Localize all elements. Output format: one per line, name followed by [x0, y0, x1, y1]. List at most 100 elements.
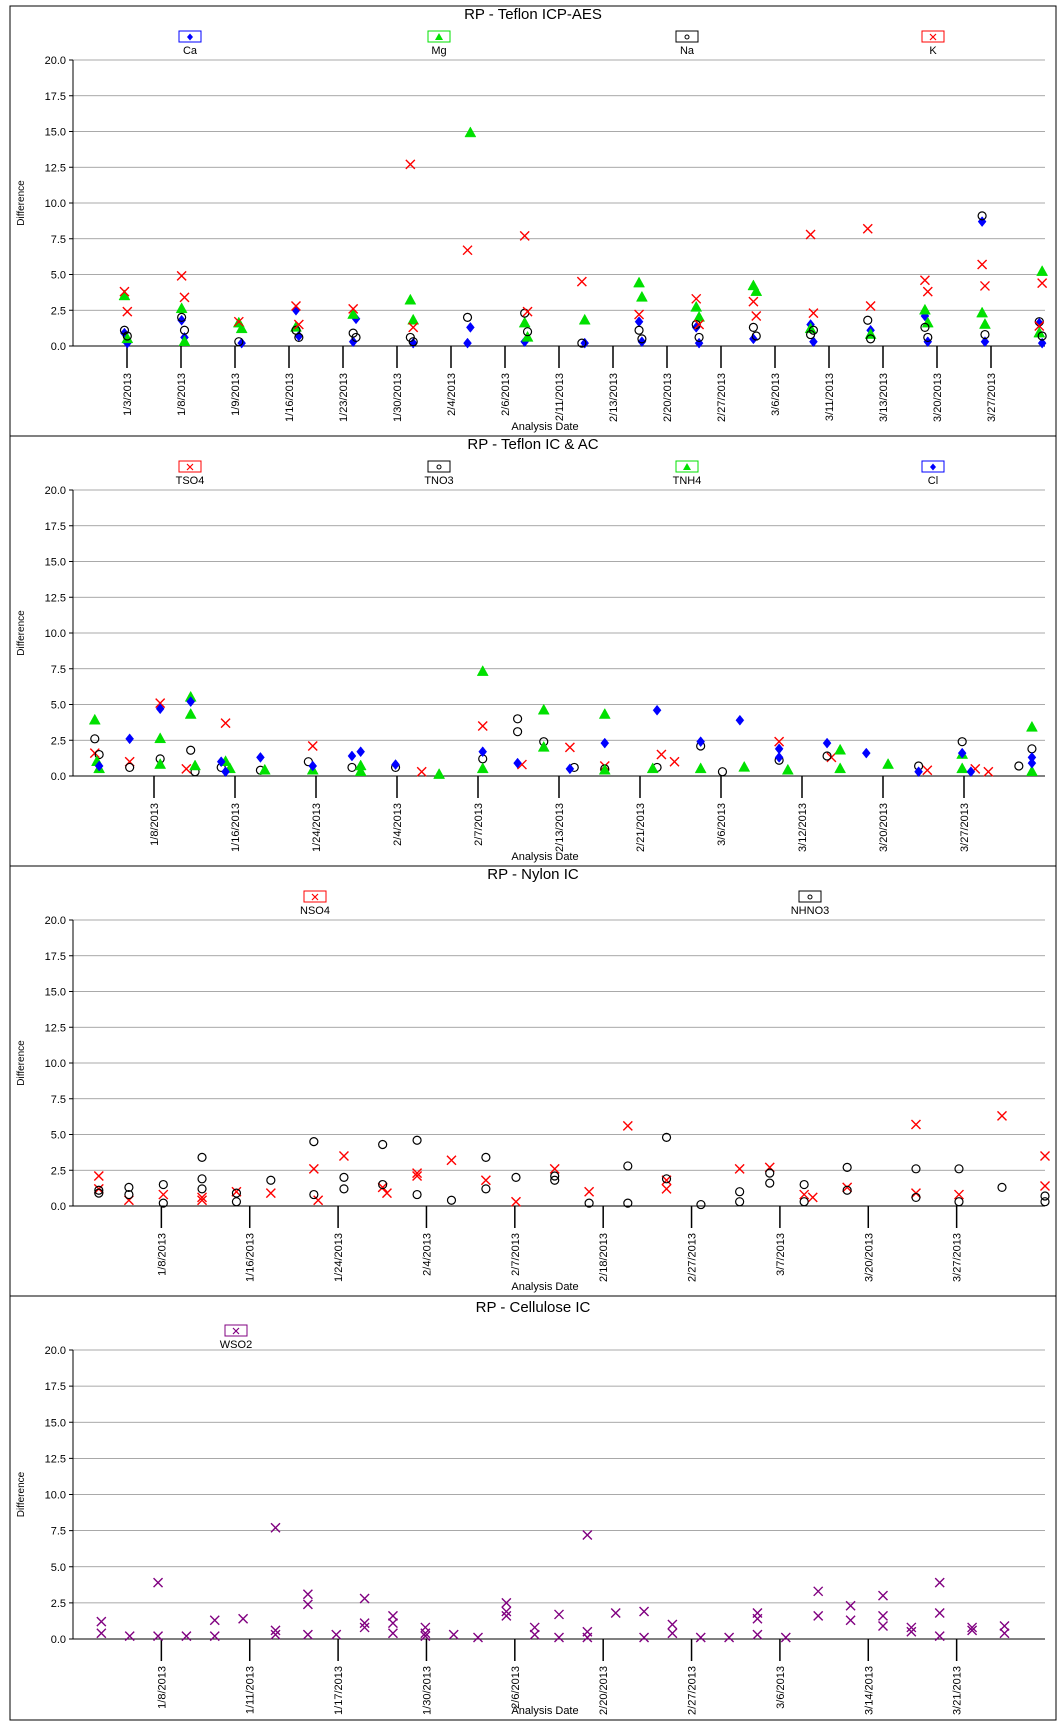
data-point	[381, 1188, 392, 1199]
data-point	[256, 752, 265, 763]
data-point	[735, 1187, 745, 1197]
data-point	[513, 757, 522, 769]
data-point	[661, 1183, 672, 1194]
data-point	[807, 1192, 818, 1203]
data-point	[302, 1629, 313, 1640]
data-point	[953, 1189, 964, 1200]
data-point	[522, 306, 533, 317]
x-tick-label: 3/20/2013	[863, 1233, 875, 1282]
data-point	[576, 276, 587, 287]
data-point	[956, 762, 969, 774]
y-tick-label: 12.5	[45, 1453, 66, 1465]
data-point	[565, 763, 575, 775]
data-point	[805, 229, 816, 240]
data-point	[954, 1197, 964, 1207]
x-tick-label: 2/7/2013	[473, 803, 485, 846]
data-point	[957, 737, 967, 747]
data-point	[412, 1168, 423, 1179]
data-point	[751, 331, 761, 341]
data-point	[882, 758, 895, 769]
data-point	[980, 329, 990, 340]
y-tick-label: 12.5	[45, 592, 66, 604]
data-point	[696, 736, 705, 748]
y-tick-label: 20.0	[45, 55, 66, 67]
y-tick-label: 5.0	[51, 270, 66, 282]
data-point	[331, 1629, 342, 1640]
data-point	[463, 337, 472, 349]
data-point	[181, 1631, 192, 1642]
data-point	[158, 1189, 169, 1200]
x-tick-label: 1/24/2013	[311, 803, 323, 852]
data-point	[178, 335, 191, 346]
data-point	[1037, 337, 1047, 349]
data-point	[799, 1197, 809, 1207]
data-point	[462, 312, 473, 322]
data-point	[309, 1189, 319, 1200]
data-point	[694, 319, 705, 330]
data-point	[582, 1632, 593, 1643]
chart-panel: RP - Teflon ICP-AES 0.0 2.5 5.0 7.5 10.0 12.5 1…	[9, 5, 1057, 437]
x-tick-label: 1/30/2013	[421, 1666, 433, 1715]
data-point	[158, 1179, 168, 1190]
y-tick-label: 7.5	[51, 1094, 66, 1106]
data-point	[420, 1631, 431, 1642]
data-point	[584, 1198, 594, 1208]
legend-entry: WSO2	[220, 1324, 252, 1351]
legend-entry: Cl	[921, 460, 945, 487]
data-point	[748, 296, 759, 307]
legend-label: Na	[680, 45, 695, 57]
data-point	[1034, 320, 1045, 331]
data-point	[119, 325, 130, 335]
x-tick-label: 2/13/2013	[554, 803, 566, 852]
data-point	[412, 1135, 422, 1145]
chart-title: RP - Teflon IC & AC	[467, 436, 598, 453]
y-tick-label: 15.0	[45, 557, 66, 569]
data-point	[154, 732, 167, 744]
data-point	[834, 762, 847, 774]
legend-label: NSO4	[300, 905, 330, 917]
data-point	[339, 1172, 349, 1183]
y-tick-label: 15.0	[45, 127, 66, 139]
x-tick-label: 3/20/2013	[878, 803, 890, 852]
data-point	[667, 1628, 678, 1639]
data-point	[407, 313, 420, 325]
legend-swatch	[427, 460, 451, 473]
data-point	[522, 327, 533, 337]
data-point	[983, 766, 994, 777]
y-axis-label: Difference	[16, 180, 27, 226]
data-point	[377, 1182, 388, 1193]
data-point	[866, 334, 876, 344]
legend-marker	[683, 463, 691, 470]
legend-marker	[436, 464, 442, 470]
data-point	[822, 751, 832, 761]
data-point	[549, 1163, 560, 1174]
data-point	[308, 1163, 319, 1174]
x-tick-label: 1/3/2013	[122, 373, 134, 416]
y-tick-label: 20.0	[45, 485, 66, 497]
data-point	[635, 290, 648, 302]
legend-label: Cl	[928, 475, 938, 487]
data-point	[125, 762, 135, 773]
data-point	[691, 293, 702, 304]
data-point	[537, 703, 550, 715]
data-point	[639, 1632, 650, 1643]
x-tick-label: 2/13/2013	[608, 373, 620, 422]
y-tick-label: 10.0	[45, 628, 66, 640]
data-point	[598, 763, 611, 775]
panel-frame	[9, 5, 1057, 437]
data-point	[359, 1593, 370, 1604]
data-point	[717, 767, 728, 777]
data-point	[181, 763, 192, 774]
data-point	[808, 325, 819, 335]
data-point	[639, 1606, 650, 1617]
y-tick-label: 0.0	[51, 1201, 66, 1213]
data-point	[934, 1631, 945, 1642]
data-point	[265, 1188, 276, 1199]
data-point	[529, 1622, 540, 1633]
legend-label: TSO4	[176, 475, 205, 487]
data-point	[1036, 265, 1049, 276]
data-point	[512, 714, 523, 724]
data-point	[416, 766, 427, 777]
data-point	[124, 1631, 135, 1642]
data-point	[910, 1119, 921, 1130]
